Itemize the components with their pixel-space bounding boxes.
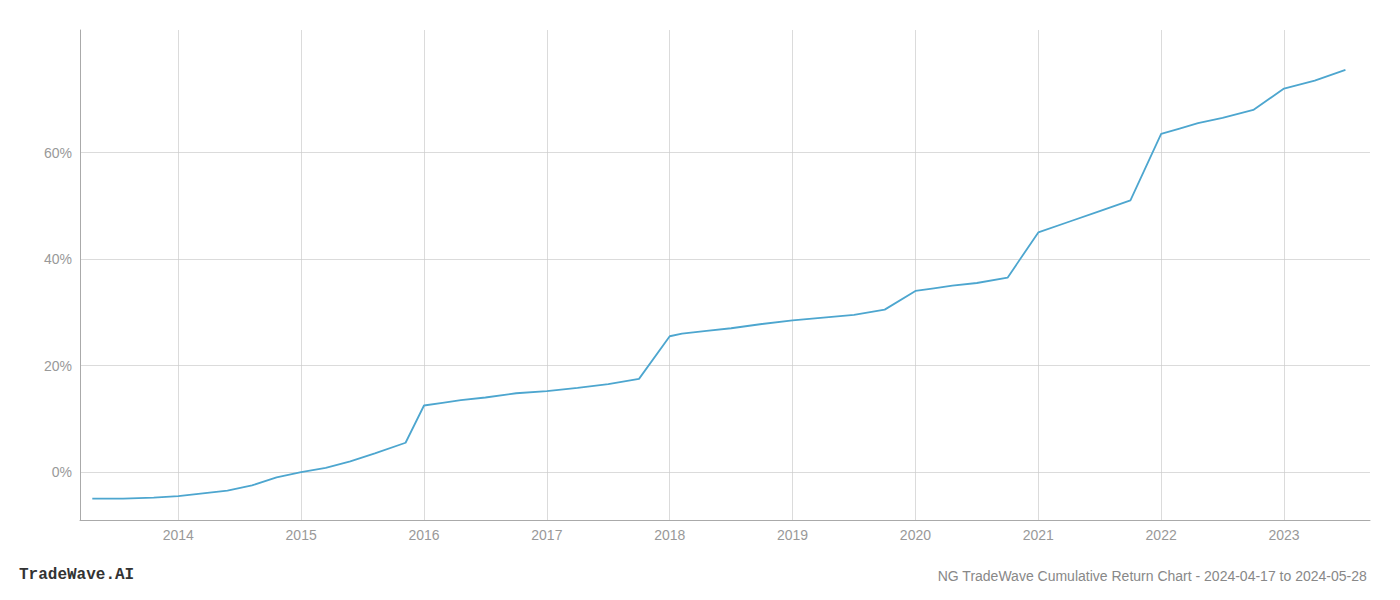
svg-text:2022: 2022 <box>1146 527 1177 543</box>
svg-text:2019: 2019 <box>777 527 808 543</box>
svg-text:2021: 2021 <box>1023 527 1054 543</box>
svg-text:2017: 2017 <box>531 527 562 543</box>
svg-text:40%: 40% <box>44 251 72 267</box>
svg-text:2020: 2020 <box>900 527 931 543</box>
svg-text:NG TradeWave Cumulative Return: NG TradeWave Cumulative Return Chart - 2… <box>938 568 1367 584</box>
svg-text:2023: 2023 <box>1268 527 1299 543</box>
svg-text:TradeWave.AI: TradeWave.AI <box>19 566 134 584</box>
svg-text:20%: 20% <box>44 358 72 374</box>
svg-text:2015: 2015 <box>286 527 317 543</box>
svg-text:0%: 0% <box>52 464 72 480</box>
svg-text:2014: 2014 <box>163 527 194 543</box>
svg-text:60%: 60% <box>44 145 72 161</box>
svg-text:2018: 2018 <box>654 527 685 543</box>
svg-text:2016: 2016 <box>408 527 439 543</box>
